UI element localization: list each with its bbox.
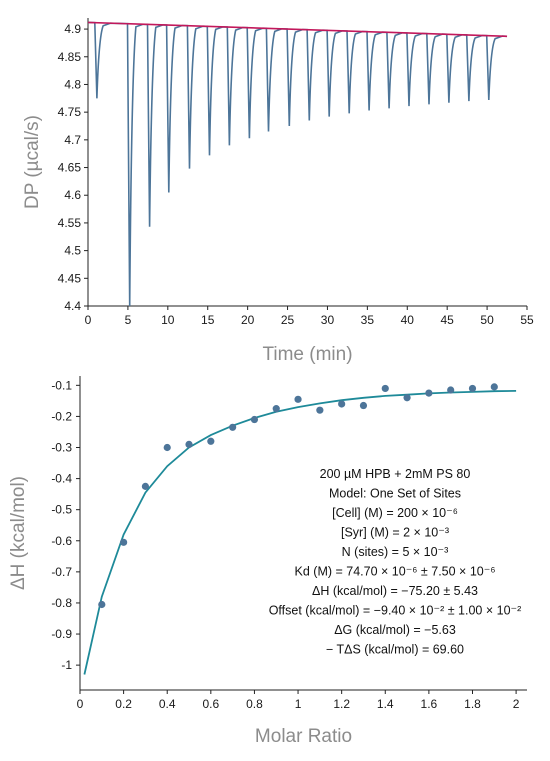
y-axis-label: DP (µcal/s) (22, 115, 43, 209)
y-tick-label: 4.55 (58, 216, 82, 230)
x-tick-label: 20 (241, 313, 255, 327)
data-point (185, 440, 193, 448)
y-tick-label: -0.2 (51, 409, 72, 423)
data-point (447, 386, 455, 394)
x-tick-label: 30 (321, 313, 335, 327)
dp-trace-series (87, 21, 508, 307)
fit-annotation-line: Offset (kcal/mol) = −9.40 × 10⁻² ± 1.00 … (269, 604, 522, 618)
x-axis-label: Time (min) (262, 344, 352, 365)
fit-annotation-line: Model: One Set of Sites (329, 487, 461, 501)
data-point (490, 383, 498, 391)
thermogram-chart: 0 5 10 15 20 25 30 35 40 45 50 55 4.4 4.45 4.5 4.55 4.6 4… (22, 18, 534, 365)
data-point (403, 394, 411, 402)
data-point (359, 401, 368, 410)
y-tick-label: 4.4 (64, 299, 81, 313)
x-tick-label: 2 (513, 697, 520, 711)
y-tick-label: -0.9 (51, 627, 72, 641)
x-tick-label: 1.4 (377, 697, 394, 711)
y-tick-label: -0.8 (51, 596, 72, 610)
y-tick-label: 4.5 (64, 244, 81, 258)
y-tick-label: 4.65 (58, 161, 82, 175)
fit-annotation-line: ΔH (kcal/mol) = −75.20 ± 5.43 (312, 584, 478, 598)
x-tick-label: 10 (161, 313, 175, 327)
x-tick-label: 0.8 (246, 697, 263, 711)
data-point (272, 405, 280, 413)
y-tick-label: 4.7 (64, 133, 81, 147)
x-tick-label: 40 (401, 313, 415, 327)
x-tick-label: 0.2 (115, 697, 132, 711)
y-tick-label: -0.5 (51, 503, 72, 517)
data-point (338, 400, 346, 408)
x-tick-label: 0 (77, 697, 84, 711)
x-tick-label: 50 (480, 313, 494, 327)
x-tick-label: 55 (520, 313, 534, 327)
data-point (207, 437, 215, 445)
data-point (316, 406, 324, 414)
x-tick-label: 25 (281, 313, 295, 327)
x-tick-label: 15 (201, 313, 215, 327)
data-point (120, 538, 128, 546)
y-tick-label: 4.6 (64, 188, 81, 202)
data-point (141, 482, 150, 490)
y-tick-label: 4.85 (58, 50, 82, 64)
y-tick-label: -0.4 (51, 472, 72, 486)
x-tick-label: 0.6 (202, 697, 219, 711)
x-tick-label: 5 (125, 313, 132, 327)
fit-annotation-line: Kd (M) = 74.70 × 10⁻⁶ ± 7.50 × 10⁻⁶ (295, 565, 496, 579)
fit-curve-series (83, 390, 517, 675)
data-point (425, 389, 433, 397)
fit-annotation-line: − TΔS (kcal/mol) = 69.60 (326, 643, 464, 657)
y-tick-label: -0.6 (51, 534, 72, 548)
y-tick-label: -1 (61, 658, 72, 672)
data-point (163, 443, 171, 452)
x-tick-label: 1 (295, 697, 302, 711)
y-tick-label: -0.7 (51, 565, 72, 579)
baseline-series (87, 21, 508, 38)
data-point (294, 395, 302, 403)
fit-annotation-line: [Cell] (M) = 200 × 10⁻⁶ (332, 506, 458, 520)
y-tick-label: 4.8 (64, 77, 81, 91)
y-tick-label: 4.75 (58, 105, 82, 119)
fit-annotation-line: 200 µM HPB + 2mM PS 80 (320, 467, 471, 481)
x-tick-label: 0 (85, 313, 92, 327)
fit-annotation-line: [Syr] (M) = 2 × 10⁻³ (341, 526, 449, 540)
data-point (98, 600, 106, 609)
data-point (468, 384, 477, 393)
y-tick-label: 4.9 (64, 22, 81, 36)
y-tick-label: -0.3 (51, 441, 72, 455)
y-tick-label: -0.1 (51, 378, 72, 392)
x-tick-label: 45 (441, 313, 455, 327)
y-axis-label: ΔH (kcal/mol) (8, 476, 29, 590)
data-point (381, 384, 389, 393)
binding-isotherm-chart: 0 0.2 0.4 0.6 0.8 1 1.2 1.4 1.6 1.8 2 -1 -0.9 -0.8 -0.… (8, 376, 527, 747)
y-tick-label: 4.45 (58, 271, 82, 285)
fit-annotation-line: N (sites) = 5 × 10⁻³ (342, 545, 449, 559)
x-tick-label: 1.2 (333, 697, 350, 711)
data-point (229, 423, 237, 431)
data-point (250, 415, 259, 424)
fit-annotation-line: ΔG (kcal/mol) = −5.63 (334, 623, 456, 637)
x-tick-label: 35 (361, 313, 375, 327)
x-tick-label: 1.8 (464, 697, 481, 711)
x-axis-label: Molar Ratio (255, 726, 352, 747)
x-tick-label: 1.6 (421, 697, 438, 711)
x-tick-label: 0.4 (159, 697, 176, 711)
